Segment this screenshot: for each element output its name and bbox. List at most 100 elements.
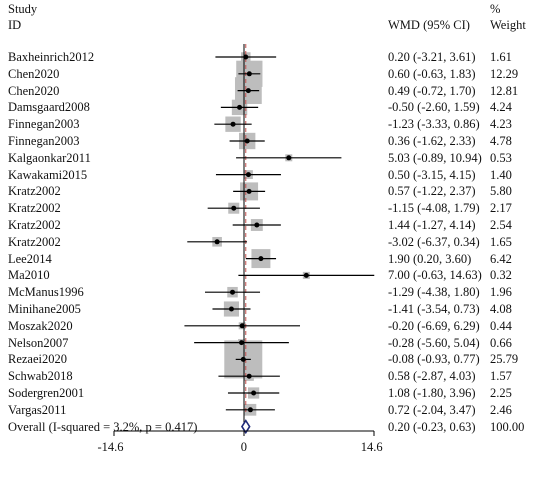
point-estimate <box>303 272 309 278</box>
weight-label: 6.42 <box>490 251 512 266</box>
study-label: Vargas2011 <box>8 402 67 417</box>
ci-label: -3.02 (-6.37, 0.34) <box>388 234 480 249</box>
study-label: Kratz2002 <box>8 234 61 249</box>
ci-label: -1.15 (-4.08, 1.79) <box>388 201 480 216</box>
weight-label: 4.23 <box>490 117 512 132</box>
weight-label: 2.46 <box>490 402 512 417</box>
point-estimate <box>231 205 237 211</box>
point-estimate <box>230 121 236 127</box>
weight-header-line2: Weight <box>490 18 526 32</box>
overall-label: Overall (I-squared = 3.2%, p = 0.417) <box>8 419 198 434</box>
study-label: Damsgaard2008 <box>8 100 90 115</box>
ci-label: 7.00 (-0.63, 14.63) <box>388 268 482 283</box>
weight-label: 12.81 <box>490 83 519 98</box>
ci-label: 0.72 (-2.04, 3.47) <box>388 402 476 417</box>
ci-label: -1.29 (-4.38, 1.80) <box>388 285 480 300</box>
weight-label: 2.54 <box>490 218 512 232</box>
weight-label: 0.66 <box>490 335 512 350</box>
point-estimate <box>258 256 264 262</box>
weight-label: 1.65 <box>490 234 512 249</box>
study-header-line1: Study <box>8 2 38 16</box>
x-tick-label: 14.6 <box>360 440 383 454</box>
weight-label: 0.32 <box>490 268 512 283</box>
study-label: Ma2010 <box>8 268 50 283</box>
point-estimate <box>246 373 252 379</box>
weight-label: 25.79 <box>490 352 519 367</box>
study-label: Lee2014 <box>8 251 52 266</box>
point-estimate <box>246 188 252 194</box>
weight-label: 0.53 <box>490 150 512 165</box>
study-label: Rezaei2020 <box>8 352 68 367</box>
weight-label: 1.57 <box>490 369 512 384</box>
ci-label: 1.08 (-1.80, 3.96) <box>388 386 476 400</box>
study-label: Nelson2007 <box>8 335 69 350</box>
weight-label: 12.29 <box>490 66 519 81</box>
point-estimate <box>286 155 292 161</box>
ci-label: 0.50 (-3.15, 4.15) <box>388 167 476 182</box>
x-tick-label: -14.6 <box>97 440 124 454</box>
study-label: Baxheinrich2012 <box>8 50 95 64</box>
ci-label: 1.44 (-1.27, 4.14) <box>388 218 476 232</box>
ci-label: -0.20 (-6.69, 6.29) <box>388 318 480 333</box>
point-estimate <box>245 172 251 178</box>
overall-weight-label: 100.00 <box>490 419 525 434</box>
ci-label: 5.03 (-0.89, 10.94) <box>388 150 482 165</box>
weight-label: 1.61 <box>490 50 512 64</box>
x-tick-label: 0 <box>240 440 247 454</box>
ci-label: -1.41 (-3.54, 0.73) <box>388 302 480 316</box>
weight-label: 5.80 <box>490 184 512 199</box>
study-label: Kratz2002 <box>8 184 61 199</box>
point-estimate <box>239 340 245 346</box>
weight-label: 2.17 <box>490 201 512 216</box>
ci-label: 1.90 (0.20, 3.60) <box>388 251 472 266</box>
ci-label: -0.28 (-5.60, 5.04) <box>388 335 480 350</box>
point-estimate <box>243 54 249 60</box>
study-label: Sodergren2001 <box>8 386 85 400</box>
point-estimate <box>214 239 220 245</box>
ci-label: 0.60 (-0.63, 1.83) <box>388 66 476 81</box>
study-label: Kawakami2015 <box>8 167 88 182</box>
weight-label: 1.40 <box>490 167 512 182</box>
ci-label: 0.20 (-3.21, 3.61) <box>388 50 476 64</box>
study-label: McManus1996 <box>8 285 84 300</box>
ci-label: 0.36 (-1.62, 2.33) <box>388 134 476 148</box>
study-label: Kratz2002 <box>8 218 61 232</box>
study-label: Moszak2020 <box>8 318 73 333</box>
weight-label: 4.78 <box>490 134 512 148</box>
study-label: Finnegan2003 <box>8 134 80 148</box>
study-label: Kratz2002 <box>8 201 61 216</box>
weight-label: 2.25 <box>490 386 512 400</box>
weight-label: 1.96 <box>490 285 512 300</box>
point-estimate <box>239 323 245 329</box>
study-label: Chen2020 <box>8 66 60 81</box>
weight-label: 4.08 <box>490 302 512 316</box>
point-estimate <box>251 390 257 396</box>
ci-label: -0.08 (-0.93, 0.77) <box>388 352 480 367</box>
point-estimate <box>244 138 250 144</box>
point-estimate <box>228 306 234 312</box>
point-estimate <box>230 289 236 295</box>
point-estimate <box>254 222 260 228</box>
weight-label: 4.24 <box>490 100 512 115</box>
point-estimate <box>245 88 251 94</box>
ci-label: 0.57 (-1.22, 2.37) <box>388 184 476 199</box>
study-label: Kalgaonkar2011 <box>8 150 91 165</box>
point-estimate <box>246 71 252 77</box>
point-estimate <box>237 104 243 110</box>
study-label: Minihane2005 <box>8 302 81 316</box>
study-label: Schwab2018 <box>8 369 73 384</box>
weight-header-line1: % <box>490 2 501 16</box>
overall-ci-label: 0.20 (-0.23, 0.63) <box>388 419 476 434</box>
ci-label: 0.49 (-0.72, 1.70) <box>388 83 476 98</box>
wmd-header: WMD (95% CI) <box>388 18 470 32</box>
ci-label: -1.23 (-3.33, 0.86) <box>388 117 480 132</box>
point-estimate <box>240 356 246 362</box>
study-label: Finnegan2003 <box>8 117 80 132</box>
study-header-line2: ID <box>8 18 22 32</box>
point-estimate <box>247 407 253 413</box>
study-label: Chen2020 <box>8 83 60 98</box>
ci-label: -0.50 (-2.60, 1.59) <box>388 100 480 115</box>
ci-label: 0.58 (-2.87, 4.03) <box>388 369 476 384</box>
weight-label: 0.44 <box>490 318 512 333</box>
